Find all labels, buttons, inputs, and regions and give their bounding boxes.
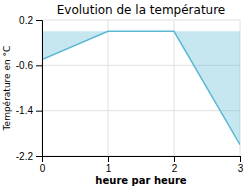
y-tick: -0.6 bbox=[16, 60, 42, 71]
area bbox=[42, 31, 240, 144]
x-axis-line bbox=[43, 157, 241, 163]
x-axis: 0 1 2 3 bbox=[40, 156, 244, 174]
x-tick: 2 bbox=[172, 156, 178, 174]
x-axis-title: heure par heure bbox=[95, 175, 186, 186]
grid bbox=[42, 20, 240, 156]
x-tick-label: 3 bbox=[238, 163, 244, 174]
grid-line-x bbox=[108, 20, 109, 156]
x-tick-label: 2 bbox=[172, 163, 178, 174]
x-tick: 0 bbox=[40, 156, 46, 174]
y-tick-label: 0.2 bbox=[19, 15, 33, 26]
y-tick-mark bbox=[36, 111, 42, 112]
y-tick: 0.2 bbox=[19, 15, 42, 26]
y-axis-line bbox=[36, 21, 43, 157]
line bbox=[42, 31, 240, 144]
x-tick-label: 1 bbox=[106, 163, 112, 174]
x-tick-label: 0 bbox=[40, 163, 46, 174]
y-axis: 0.2 -0.6 -1.4 -2.2 bbox=[16, 15, 43, 162]
y-tick: -1.4 bbox=[16, 105, 42, 116]
grid-line-y bbox=[42, 20, 240, 21]
x-tick-mark bbox=[240, 156, 241, 162]
x-tick-mark bbox=[108, 156, 109, 162]
marks bbox=[42, 31, 240, 144]
x-tick: 3 bbox=[238, 156, 244, 174]
chart: 0 1 2 3 0.2 -0.6 -1.4 -2.2 Evolution de la tempé… bbox=[0, 0, 250, 188]
x-tick-mark bbox=[174, 156, 175, 162]
y-axis-title: Température en °C bbox=[2, 46, 12, 132]
y-tick-mark bbox=[36, 20, 42, 21]
grid-line-y bbox=[42, 110, 240, 111]
title: Evolution de la température bbox=[57, 3, 226, 17]
y-tick-label: -0.6 bbox=[16, 60, 34, 71]
grid-line-x bbox=[174, 20, 175, 156]
y-tick: -2.2 bbox=[16, 151, 42, 162]
y-tick-label: -1.4 bbox=[16, 105, 34, 116]
plot: 0 1 2 3 0.2 -0.6 -1.4 -2.2 bbox=[16, 15, 244, 174]
x-tick: 1 bbox=[106, 156, 112, 174]
y-tick-mark bbox=[36, 156, 42, 157]
y-tick-label: -2.2 bbox=[16, 151, 34, 162]
y-tick-mark bbox=[36, 65, 42, 66]
